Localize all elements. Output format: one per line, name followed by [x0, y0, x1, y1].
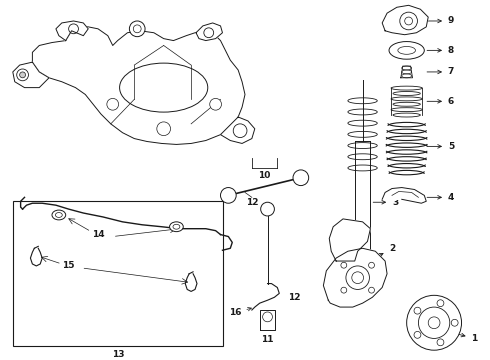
Circle shape — [428, 317, 440, 329]
Circle shape — [129, 21, 145, 37]
Polygon shape — [355, 140, 370, 261]
Circle shape — [261, 202, 274, 216]
Circle shape — [407, 295, 462, 350]
Polygon shape — [382, 5, 428, 35]
Circle shape — [107, 98, 119, 110]
Circle shape — [341, 287, 347, 293]
Circle shape — [233, 124, 247, 138]
Circle shape — [210, 98, 221, 110]
Circle shape — [368, 262, 374, 268]
Polygon shape — [323, 248, 387, 307]
Polygon shape — [401, 66, 413, 78]
Circle shape — [414, 332, 421, 338]
Text: 17: 17 — [160, 83, 205, 99]
Text: 11: 11 — [261, 335, 274, 344]
Text: 3: 3 — [373, 198, 398, 207]
Bar — [13, 201, 223, 346]
Circle shape — [437, 339, 444, 346]
Text: 7: 7 — [427, 67, 454, 76]
Ellipse shape — [120, 63, 208, 112]
Text: 12: 12 — [245, 198, 258, 207]
Polygon shape — [32, 26, 245, 144]
Polygon shape — [220, 117, 255, 143]
Text: 8: 8 — [427, 46, 454, 55]
Ellipse shape — [170, 222, 183, 231]
Circle shape — [368, 287, 374, 293]
Circle shape — [414, 307, 421, 314]
Text: 5: 5 — [427, 142, 454, 151]
Text: 6: 6 — [427, 97, 454, 106]
Text: 16: 16 — [229, 307, 251, 318]
Circle shape — [293, 170, 309, 186]
Circle shape — [341, 262, 347, 268]
Polygon shape — [56, 21, 88, 41]
Circle shape — [157, 122, 171, 136]
Circle shape — [451, 319, 458, 326]
Text: 12: 12 — [288, 293, 300, 302]
Text: 14: 14 — [92, 230, 104, 239]
Circle shape — [220, 188, 236, 203]
Text: 13: 13 — [112, 350, 124, 359]
Text: 2: 2 — [372, 244, 395, 260]
Polygon shape — [382, 188, 426, 203]
Text: 9: 9 — [427, 17, 454, 26]
Ellipse shape — [52, 210, 66, 220]
Circle shape — [405, 17, 413, 25]
Polygon shape — [329, 219, 370, 261]
Polygon shape — [13, 62, 49, 87]
Circle shape — [17, 69, 28, 81]
Circle shape — [418, 307, 450, 338]
Text: 10: 10 — [258, 171, 271, 180]
Text: 4: 4 — [427, 193, 454, 202]
Text: 15: 15 — [62, 261, 75, 270]
Circle shape — [20, 72, 25, 78]
Polygon shape — [260, 310, 275, 330]
Ellipse shape — [389, 41, 424, 59]
Circle shape — [437, 300, 444, 307]
Text: 1: 1 — [454, 333, 478, 343]
Polygon shape — [196, 23, 222, 41]
